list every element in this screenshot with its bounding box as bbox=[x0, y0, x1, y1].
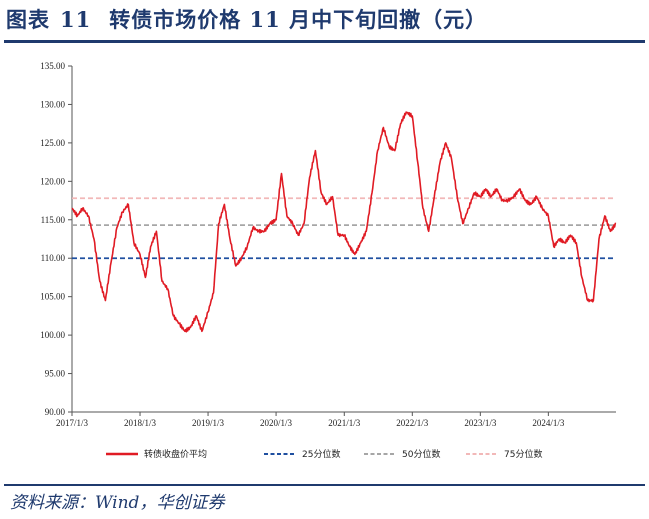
figure-number: 11 bbox=[60, 7, 92, 32]
y-tick-label: 115.00 bbox=[41, 215, 66, 225]
figure-title: 转债市场价格 11 月中下旬回撤（元） bbox=[109, 7, 488, 32]
y-tick-label: 135.00 bbox=[40, 61, 65, 71]
legend-label-2: 25分位数 bbox=[302, 448, 340, 460]
y-tick-label: 120.00 bbox=[40, 176, 65, 186]
price-series bbox=[71, 111, 617, 333]
chart-legend: 转债收盘价平均 25分位数 50分位数 75分位数 bbox=[106, 448, 542, 460]
source-rule bbox=[4, 484, 645, 486]
price-line bbox=[71, 111, 617, 333]
legend-label-3: 50分位数 bbox=[402, 448, 440, 460]
y-tick-label: 95.00 bbox=[45, 369, 66, 379]
x-tick-label: 2019/1/3 bbox=[192, 418, 225, 428]
figure-label: 图表 bbox=[6, 7, 50, 32]
source-note: 资料来源：Wind，华创证券 bbox=[10, 493, 225, 513]
x-tick-label: 2017/1/3 bbox=[56, 418, 89, 428]
x-tick-label: 2018/1/3 bbox=[124, 418, 157, 428]
chart-axes: 90.00 95.00 100.00 105.00 110.00 115.00 120.00… bbox=[40, 61, 616, 428]
line-chart: 90.00 95.00 100.00 105.00 110.00 115.00 120.00… bbox=[40, 61, 617, 460]
y-tick-label: 105.00 bbox=[40, 292, 65, 302]
legend-label-4: 75分位数 bbox=[504, 448, 542, 460]
x-tick-label: 2021/1/3 bbox=[328, 418, 361, 428]
y-tick-label: 130.00 bbox=[40, 99, 65, 109]
x-tick-label: 2020/1/3 bbox=[260, 418, 293, 428]
chart-title: 图表 11 转债市场价格 11 月中下旬回撤（元） bbox=[6, 4, 487, 34]
y-tick-label: 90.00 bbox=[45, 407, 66, 417]
x-tick-label: 2024/1/3 bbox=[532, 418, 565, 428]
x-tick-label: 2023/1/3 bbox=[464, 418, 497, 428]
y-tick-label: 100.00 bbox=[40, 330, 65, 340]
legend-label-1: 转债收盘价平均 bbox=[144, 448, 207, 460]
y-tick-label: 110.00 bbox=[41, 253, 66, 263]
percentile-lines bbox=[72, 197, 616, 260]
title-rule bbox=[4, 40, 645, 43]
y-tick-label: 125.00 bbox=[40, 138, 65, 148]
x-tick-label: 2022/1/3 bbox=[396, 418, 429, 428]
